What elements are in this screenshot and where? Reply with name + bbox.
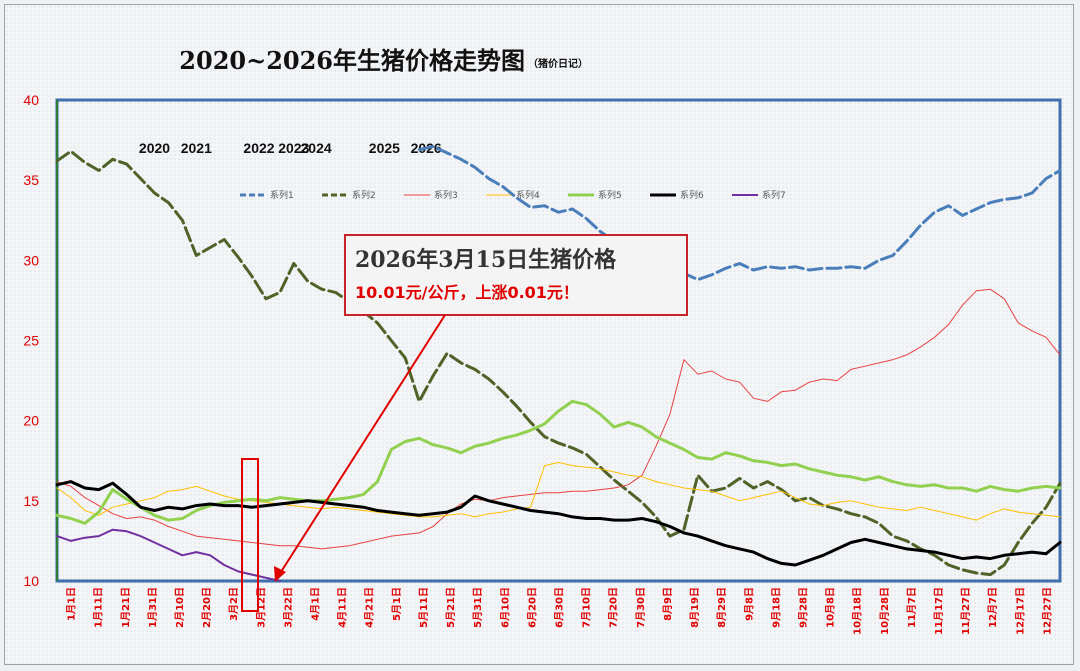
chart-title: 2020~2026年生猪价格走势图 <box>179 46 525 75</box>
legend-entry: 系列6 <box>680 189 704 201</box>
x-tick-label: 4月11日 <box>337 587 349 628</box>
x-tick-label: 9月28日 <box>797 587 809 628</box>
x-tick-label: 3月2日 <box>228 587 240 621</box>
price-annotation: 2026年3月15日生猪价格 10.01元/公斤，上涨0.01元！ <box>241 234 688 612</box>
plot-area <box>55 98 1062 583</box>
x-tick-label: 8月29日 <box>716 587 728 628</box>
y-tick-label: 30 <box>23 252 39 268</box>
x-tick-label: 7月20日 <box>608 587 620 628</box>
y-tick-label: 40 <box>23 92 39 108</box>
x-tick-label: 6月20日 <box>526 587 538 628</box>
series-line-1 <box>417 145 1062 282</box>
x-tick-label: 4月1日 <box>310 587 322 621</box>
x-tick-label: 10月28日 <box>879 587 891 635</box>
x-tick-label: 11月17日 <box>933 587 945 635</box>
x-tick-label: 8月9日 <box>662 587 674 621</box>
chart-canvas: 2020~2026年生猪价格走势图 （猪价日记） 10152025303540 … <box>23 46 1062 635</box>
series-line-3 <box>56 288 1061 550</box>
series-line-5 <box>55 399 1062 525</box>
x-tick-label: 12月27日 <box>1041 587 1053 635</box>
x-tick-label: 12月7日 <box>987 587 999 628</box>
date-highlight-box <box>241 458 259 612</box>
x-tick-label: 2月10日 <box>174 587 186 628</box>
chart-frame: 2020~2026年生猪价格走势图 （猪价日记） 10 15 20 25 30 35 40 … <box>4 4 1074 665</box>
x-tick-label: 9月18日 <box>770 587 782 628</box>
x-tick-label: 1月21日 <box>120 587 132 628</box>
y-tick-label: 10 <box>23 573 39 589</box>
x-tick-label: 11月7日 <box>906 587 918 628</box>
x-tick-label: 8月19日 <box>689 587 701 628</box>
x-tick-label: 1月1日 <box>66 587 78 621</box>
series-line-4 <box>56 461 1061 521</box>
y-axis-ticks: 10 15 20 25 30 35 40 <box>23 92 39 589</box>
series-line-7 <box>56 528 281 582</box>
annotation-box <box>344 234 688 316</box>
legend: 系列1 系列2 系列3 系列4 系列5 系列6 系列7 <box>240 189 786 201</box>
x-tick-label: 6月30日 <box>554 587 566 628</box>
x-tick-label: 6月10日 <box>499 587 511 628</box>
x-tick-label: 4月21日 <box>364 587 376 628</box>
x-tick-label: 7月30日 <box>635 587 647 628</box>
x-tick-label: 11月27日 <box>960 587 972 635</box>
legend-entry: 系列7 <box>762 189 786 201</box>
x-tick-label: 1月11日 <box>93 587 105 628</box>
series-line-6 <box>55 480 1062 567</box>
series-line-2 <box>55 149 1062 577</box>
annotation-title: 2026年3月15日生猪价格 <box>355 247 617 273</box>
year-label: 2022 <box>243 140 274 156</box>
x-tick-label: 1月31日 <box>147 587 159 628</box>
chart-subtitle: （猪价日记） <box>528 57 588 70</box>
year-label: 2020 <box>139 140 170 156</box>
legend-entry: 系列2 <box>352 189 376 201</box>
x-tick-label: 5月1日 <box>391 587 403 621</box>
legend-entry: 系列3 <box>434 189 458 201</box>
x-tick-label: 10月18日 <box>852 587 864 635</box>
x-tick-label: 5月21日 <box>445 587 457 628</box>
year-label: 2023 <box>278 140 309 156</box>
y-tick-label: 35 <box>23 172 39 188</box>
y-tick-label: 25 <box>23 333 39 349</box>
year-label: 2021 <box>181 140 212 156</box>
x-tick-label: 7月10日 <box>581 587 593 628</box>
legend-entry: 系列1 <box>270 189 294 201</box>
y-tick-label: 15 <box>23 493 39 509</box>
x-tick-label: 3月22日 <box>282 587 294 628</box>
x-tick-label: 9月8日 <box>743 587 755 621</box>
legend-entry: 系列4 <box>516 189 540 201</box>
series-lines <box>55 145 1062 582</box>
year-label: 2024 <box>301 140 332 156</box>
legend-entry: 系列5 <box>598 189 622 201</box>
x-tick-label: 5月11日 <box>418 587 430 628</box>
x-tick-label: 12月17日 <box>1014 587 1026 635</box>
x-tick-label: 10月8日 <box>825 587 837 628</box>
x-tick-label: 2月20日 <box>201 587 213 628</box>
annotation-arrow-line <box>278 314 446 576</box>
year-label: 2025 <box>369 140 400 156</box>
annotation-arrowhead <box>274 566 286 582</box>
annotation-subtitle: 10.01元/公斤，上涨0.01元！ <box>355 283 579 302</box>
x-axis-ticks: 1月1日 1月11日 1月21日 1月31日 2月10日 2月20日 3月2日 3月12日 3月… <box>66 587 1054 635</box>
x-tick-label: 5月31日 <box>472 587 484 628</box>
y-tick-label: 20 <box>23 413 39 429</box>
